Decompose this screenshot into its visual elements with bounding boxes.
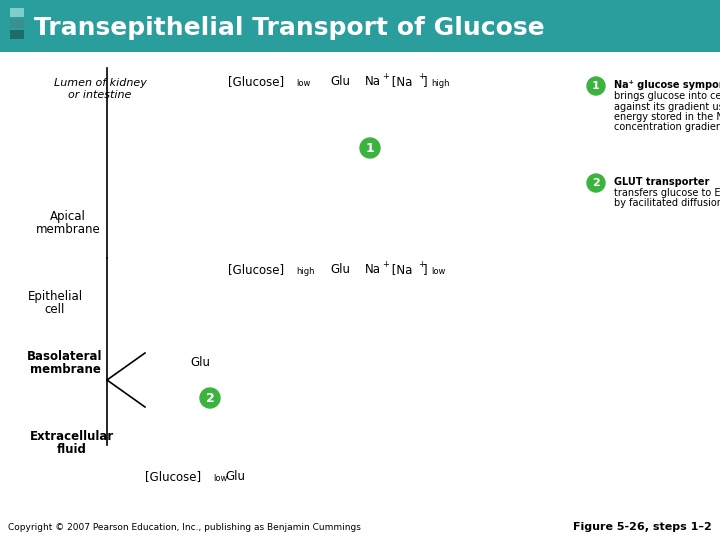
Circle shape — [360, 138, 380, 158]
Text: Na: Na — [365, 75, 381, 88]
Text: Transepithelial Transport of Glucose: Transepithelial Transport of Glucose — [34, 16, 544, 40]
Text: low: low — [296, 79, 310, 88]
Text: GLUT transporter: GLUT transporter — [614, 177, 709, 187]
Text: +: + — [382, 260, 389, 269]
Text: low: low — [431, 267, 446, 276]
Text: concentration gradient.: concentration gradient. — [614, 123, 720, 132]
Text: Na⁺ glucose symporter: Na⁺ glucose symporter — [614, 80, 720, 90]
Text: Glu: Glu — [225, 470, 245, 483]
Circle shape — [200, 388, 220, 408]
Bar — [10, 30, 24, 39]
Text: brings glucose into cell: brings glucose into cell — [614, 91, 720, 101]
Text: Basolateral: Basolateral — [27, 350, 103, 363]
Text: Glu: Glu — [330, 75, 350, 88]
Text: high: high — [431, 79, 449, 88]
Text: 1: 1 — [366, 141, 374, 154]
Text: membrane: membrane — [30, 363, 100, 376]
Circle shape — [587, 77, 605, 95]
Text: fluid: fluid — [57, 443, 87, 456]
Text: +: + — [382, 72, 389, 81]
Text: against its gradient using: against its gradient using — [614, 102, 720, 111]
Text: Glu: Glu — [190, 356, 210, 369]
Text: Epithelial: Epithelial — [27, 290, 83, 303]
Text: cell: cell — [45, 303, 66, 316]
Text: ]: ] — [423, 263, 428, 276]
Text: [Na: [Na — [388, 75, 413, 88]
Text: [Glucose]: [Glucose] — [228, 75, 284, 88]
Text: or intestine: or intestine — [68, 90, 132, 100]
Bar — [0, 0, 720, 52]
Bar — [10, 19, 24, 28]
Bar — [10, 8, 24, 17]
Text: by facilitated diffusion.: by facilitated diffusion. — [614, 199, 720, 208]
Text: 2: 2 — [592, 178, 600, 188]
Text: low: low — [213, 474, 228, 483]
Text: Glu: Glu — [330, 263, 350, 276]
Text: transfers glucose to ECF: transfers glucose to ECF — [614, 188, 720, 198]
Text: Copyright © 2007 Pearson Education, Inc., publishing as Benjamin Cummings: Copyright © 2007 Pearson Education, Inc.… — [8, 523, 361, 532]
Text: +: + — [418, 260, 425, 269]
Text: [Na: [Na — [388, 263, 413, 276]
Text: high: high — [296, 267, 315, 276]
Text: [Glucose]: [Glucose] — [228, 263, 284, 276]
Text: Apical: Apical — [50, 210, 86, 223]
Text: energy stored in the Na⁺: energy stored in the Na⁺ — [614, 112, 720, 122]
Text: Na: Na — [365, 263, 381, 276]
Text: +: + — [418, 72, 425, 81]
Text: membrane: membrane — [35, 223, 100, 236]
Text: ]: ] — [423, 75, 428, 88]
Circle shape — [587, 174, 605, 192]
Text: 2: 2 — [206, 392, 215, 404]
Text: Figure 5-26, steps 1–2: Figure 5-26, steps 1–2 — [573, 522, 712, 532]
Text: 1: 1 — [592, 81, 600, 91]
Text: Lumen of kidney: Lumen of kidney — [53, 78, 146, 88]
Text: Extracellular: Extracellular — [30, 430, 114, 443]
Text: [Glucose]: [Glucose] — [145, 470, 201, 483]
